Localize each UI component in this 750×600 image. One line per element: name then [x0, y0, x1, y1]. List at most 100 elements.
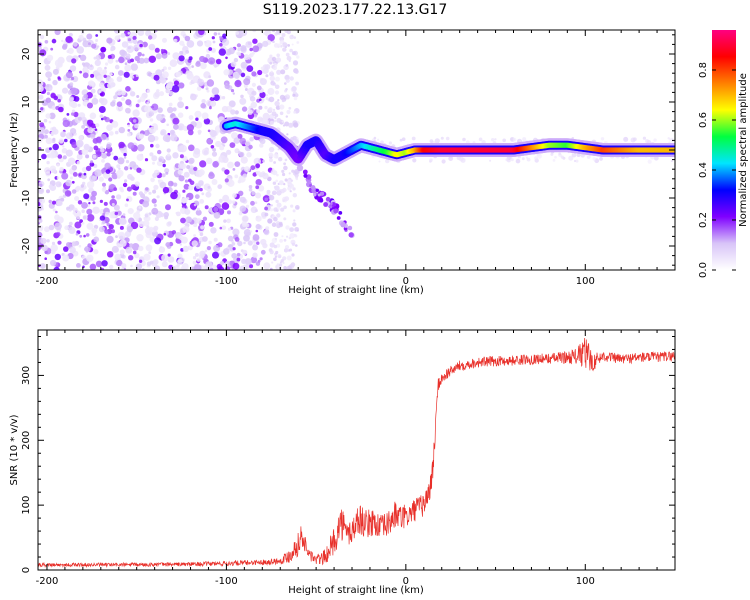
noise-blob [87, 243, 92, 248]
noise-blob [127, 124, 131, 128]
noise-blob [98, 90, 102, 94]
noise-blob [286, 55, 292, 61]
noise-blob [138, 191, 143, 196]
noise-blob [81, 125, 85, 129]
noise-blob [194, 252, 199, 257]
noise-blob [286, 235, 289, 238]
x-tick-label: 0 [403, 576, 409, 587]
noise-blob [134, 181, 140, 187]
noise-blob [647, 159, 652, 164]
noise-blob [38, 187, 45, 195]
noise-blob [167, 52, 171, 56]
noise-blob [282, 47, 287, 52]
noise-blob [280, 69, 286, 75]
noise-blob [177, 169, 183, 175]
noise-blob [212, 161, 219, 168]
noise-blob [262, 112, 270, 120]
noise-blob [54, 59, 63, 67]
noise-blob [137, 99, 141, 103]
noise-blob [162, 71, 169, 79]
noise-blob [215, 140, 222, 148]
noise-blob [183, 171, 190, 178]
noise-blob [56, 232, 61, 237]
noise-blob [78, 173, 82, 177]
noise-blob [642, 136, 647, 140]
noise-blob [187, 65, 192, 70]
noise-blob [293, 36, 296, 39]
noise-blob [91, 227, 98, 234]
noise-blob [195, 61, 201, 67]
noise-blob [98, 226, 105, 233]
noise-blob [212, 147, 217, 152]
noise-blob [156, 89, 160, 93]
noise-blob [252, 45, 260, 53]
noise-blob [232, 193, 237, 198]
noise-blob [241, 106, 248, 112]
noise-blob [68, 97, 74, 102]
noise-blob [123, 71, 130, 78]
noise-blob [102, 182, 106, 187]
noise-blob [289, 34, 294, 40]
noise-blob [132, 35, 137, 41]
noise-blob [206, 157, 213, 165]
noise-blob [106, 235, 114, 243]
noise-blob [135, 74, 139, 78]
noise-blob [41, 153, 47, 160]
noise-blob [203, 118, 211, 125]
noise-blob [48, 87, 53, 91]
noise-blob [234, 174, 239, 179]
noise-blob [118, 167, 121, 170]
noise-blob [293, 219, 296, 222]
y-tick-label: 20 [21, 48, 32, 61]
noise-blob [165, 136, 171, 143]
noise-blob [152, 189, 157, 194]
noise-blob [230, 109, 236, 115]
noise-blob [165, 83, 173, 90]
noise-blob [221, 202, 230, 210]
noise-blob [264, 64, 271, 70]
noise-blob [82, 72, 89, 79]
noise-blob [110, 47, 114, 52]
branch-mark [296, 164, 304, 172]
noise-blob [275, 179, 279, 183]
noise-blob [292, 122, 299, 128]
noise-blob [198, 132, 201, 135]
noise-blob [236, 43, 241, 48]
noise-blob [199, 187, 203, 192]
noise-blob [241, 221, 246, 226]
noise-blob [80, 184, 84, 188]
noise-blob [292, 93, 296, 97]
noise-blob [267, 34, 275, 42]
noise-blob [116, 194, 122, 200]
noise-blob [238, 190, 244, 196]
noise-blob [130, 63, 138, 71]
x-tick-label: 0 [403, 276, 409, 287]
noise-blob [274, 237, 278, 241]
noise-blob [184, 179, 189, 183]
noise-blob [234, 110, 239, 115]
noise-blob [93, 94, 97, 99]
noise-blob [273, 153, 279, 159]
noise-blob [117, 70, 124, 76]
noise-blob [126, 226, 133, 233]
noise-blob [224, 169, 230, 175]
noise-blob [240, 61, 248, 69]
noise-blob [98, 176, 104, 182]
noise-blob [204, 40, 212, 48]
noise-blob [268, 146, 275, 153]
noise-blob [279, 261, 282, 264]
noise-blob [221, 167, 226, 172]
noise-blob [153, 74, 160, 81]
noise-blob [178, 55, 185, 62]
noise-blob [202, 216, 208, 221]
noise-blob [243, 229, 251, 237]
noise-blob [286, 30, 291, 35]
noise-blob [263, 32, 267, 35]
noise-blob [255, 229, 259, 233]
noise-blob [72, 207, 78, 213]
noise-blob [44, 40, 49, 44]
noise-blob [124, 64, 132, 72]
noise-blob [232, 228, 240, 236]
noise-blob [195, 121, 203, 129]
